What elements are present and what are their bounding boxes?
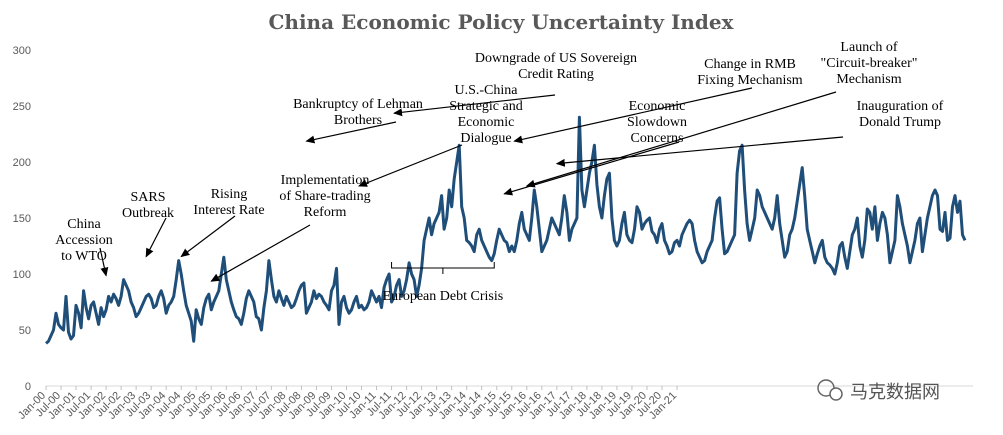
annotation-label: Inauguration of <box>857 99 944 114</box>
annotation-label: U.S.-China <box>455 83 519 98</box>
annotation-label: Brothers <box>334 113 382 128</box>
annotation-label: Slowdown <box>627 115 687 130</box>
annotation-label: Mechanism <box>836 72 901 87</box>
x-axis: Jan-00Jul-00Jan-01Jul-01Jan-02Jul-02Jan-… <box>16 386 679 422</box>
annotation-label: to WTO <box>61 249 107 264</box>
y-tick-label: 0 <box>25 381 31 393</box>
y-tick-label: 100 <box>13 269 31 281</box>
y-tick-label: 250 <box>13 101 31 113</box>
european-debt-crisis-bracket: European Debt Crisis <box>383 262 504 304</box>
annotation-label: Accession <box>55 233 113 248</box>
annotation-label: Change in RMB <box>704 57 796 72</box>
annotation-label: Bankruptcy of Lehman <box>293 97 423 112</box>
annotation-arrow <box>210 224 311 282</box>
annotation-label: Credit Rating <box>518 67 594 82</box>
annotation-label: of Share-trading <box>279 189 370 204</box>
annotation-label: Rising <box>211 187 248 202</box>
annotation-arrow <box>180 215 236 258</box>
annotation-arrow <box>525 91 837 188</box>
y-tick-label: 150 <box>13 213 31 225</box>
annotation-label: Implementation <box>281 173 370 188</box>
annotation: Launch of"Circuit-breaker"Mechanism <box>525 40 918 188</box>
annotation-label: SARS <box>130 190 165 205</box>
annotation-label: Strategic and <box>449 99 522 114</box>
annotation-arrow <box>513 87 753 144</box>
watermark-text: 马克数据网 <box>850 382 940 403</box>
annotation-label: Reform <box>304 205 347 220</box>
annotation-label: Dialogue <box>460 131 511 146</box>
annotation-arrow <box>555 136 844 167</box>
watermark: 马克数据网 <box>817 379 940 403</box>
y-axis: 0 50 100 150 200 250 300 <box>13 45 31 393</box>
bracket-line <box>391 262 495 274</box>
annotation-arrow <box>358 144 463 187</box>
bracket-label: European Debt Crisis <box>383 289 504 304</box>
annotation-label: Launch of <box>840 40 897 55</box>
y-tick-label: 50 <box>19 325 31 337</box>
annotation-label: "Circuit-breaker" <box>821 56 918 71</box>
annotation-arrow <box>305 121 397 144</box>
annotation-label: Downgrade of US Sovereign <box>475 51 637 66</box>
annotation-label: Donald Trump <box>859 115 941 130</box>
annotation-label: Concerns <box>631 131 684 146</box>
y-tick-label: 200 <box>13 157 31 169</box>
annotation-arrow <box>99 247 109 277</box>
series-line <box>45 115 967 345</box>
annotation-label: Economic <box>458 115 515 130</box>
annotation-label: Economic <box>629 99 686 114</box>
annotation-arrow <box>145 217 167 258</box>
annotation-label: Fixing Mechanism <box>697 73 802 88</box>
chart-title: China Economic Policy Uncertainty Index <box>269 10 735 34</box>
annotation-arrow <box>393 94 556 117</box>
annotation-label: China <box>67 217 101 232</box>
annotation-label: Interest Rate <box>193 203 264 218</box>
annotation-label: Outbreak <box>122 206 174 221</box>
annotation-arrow <box>503 141 680 196</box>
y-tick-label: 300 <box>13 45 31 57</box>
